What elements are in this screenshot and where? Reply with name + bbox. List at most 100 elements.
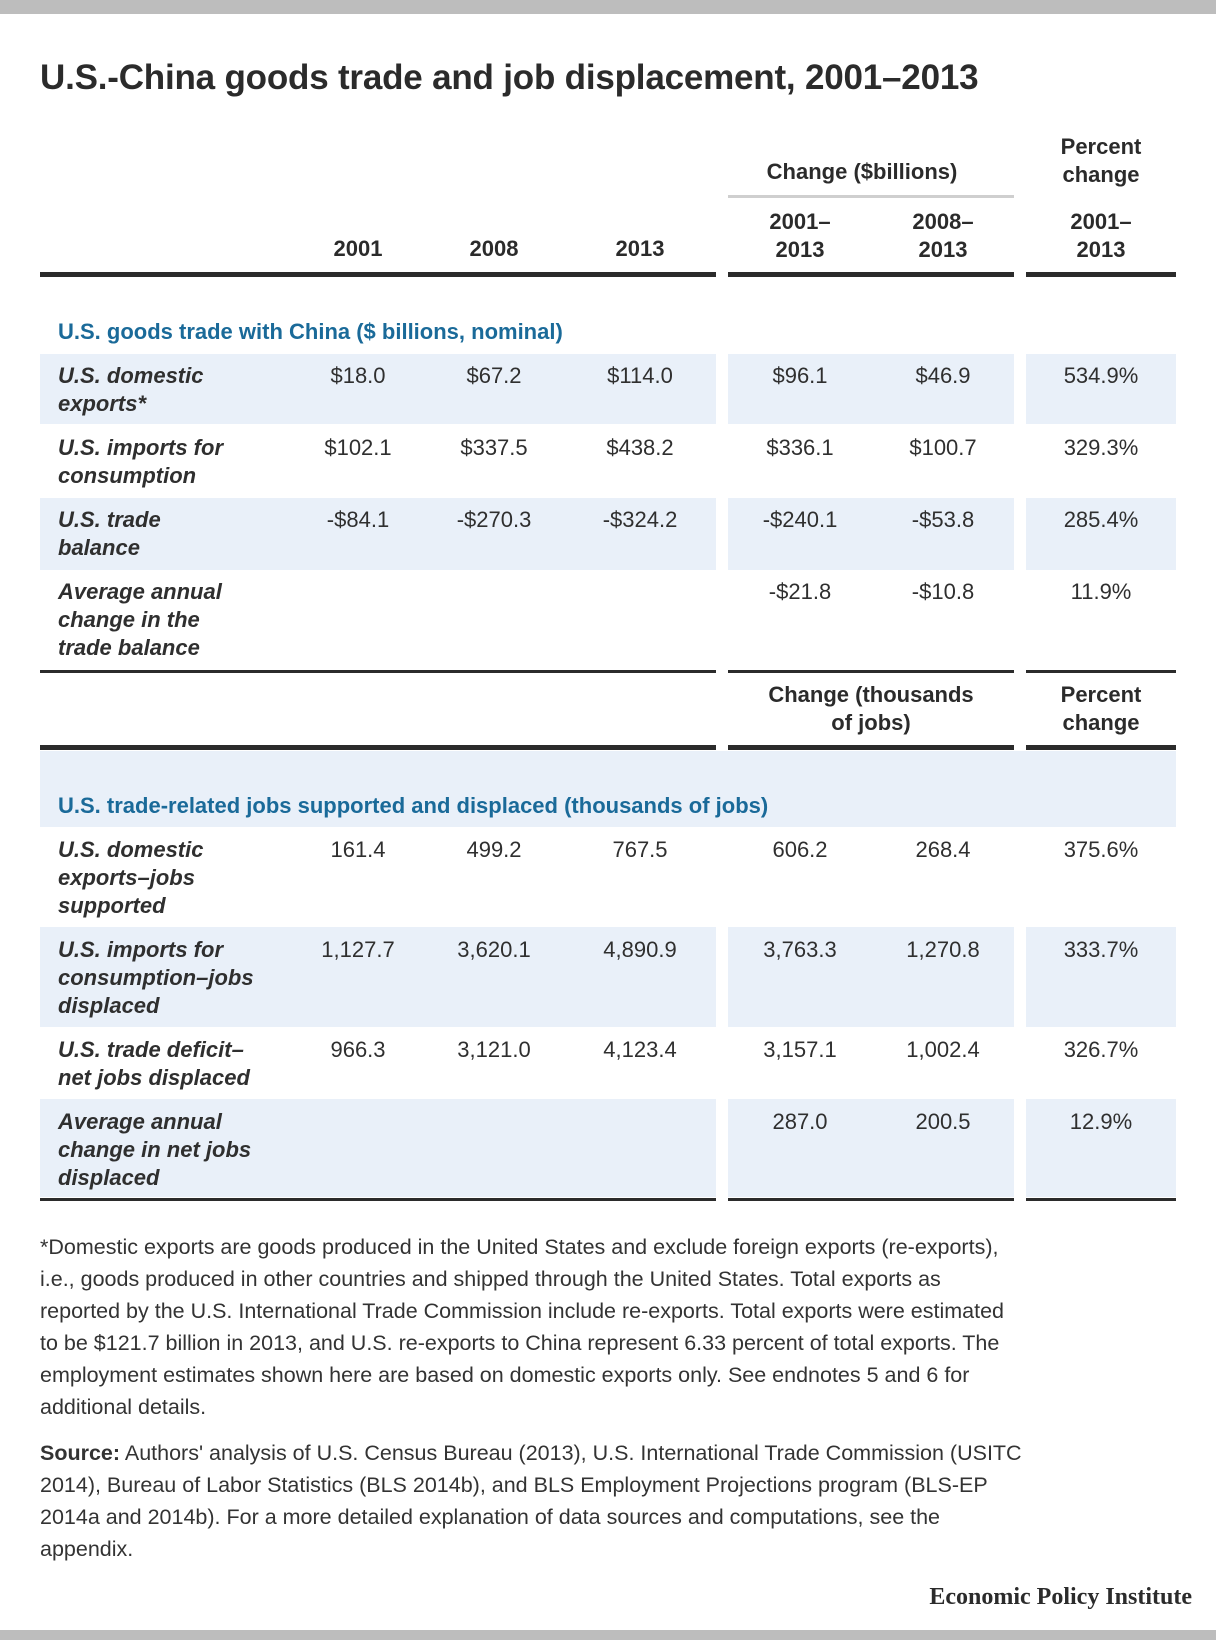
header2-rule-left [40, 745, 716, 750]
row-label-line: balance [58, 535, 140, 560]
header-change-jobs-line2: of jobs) [831, 710, 911, 735]
section1-bottom-rule-mid [728, 670, 1014, 673]
row-band [40, 354, 716, 424]
source-note: Source: Authors' analysis of U.S. Census… [40, 1437, 1180, 1565]
col-header-2013: 2013 [615, 236, 665, 261]
row-label-line: U.S. imports for [58, 937, 224, 962]
row-label: U.S. domestic exports* [58, 362, 298, 418]
row-label-line: U.S. trade [58, 507, 161, 532]
cell-2013: 4,123.4 [603, 1037, 677, 1062]
top-border [0, 0, 1216, 14]
row-label-line: trade balance [58, 635, 200, 660]
cell-2013: $114.0 [607, 363, 673, 388]
bottom-border [0, 1630, 1216, 1640]
cell-percent-change: 333.7% [1063, 937, 1139, 962]
cell-2013: -$324.2 [602, 507, 678, 532]
header-rule-right [1026, 272, 1176, 277]
cell-2013: $438.2 [606, 435, 674, 460]
cell-change-2008-2013: $46.9 [915, 363, 971, 388]
cell-2001: -$84.1 [326, 507, 390, 532]
source-line: appendix. [40, 1537, 134, 1561]
col-header-2008-2013-b: 2013 [918, 237, 968, 262]
row-label-line: U.S. imports for [58, 435, 224, 460]
cell-change-2001-2013: 287.0 [772, 1109, 828, 1134]
cell-percent-change: 285.4% [1063, 507, 1139, 532]
cell-change-2008-2013: $100.7 [909, 435, 977, 460]
row-label: U.S. domestic exports–jobs supported [58, 836, 298, 920]
header-percent-change: Percent change [1026, 133, 1176, 189]
source-line: 2014), Bureau of Labor Statistics (BLS 2… [40, 1473, 988, 1497]
table-row: U.S. imports for consumption–jobs displa… [0, 936, 1216, 1026]
source-label: Source: [40, 1441, 121, 1465]
row-band [728, 927, 1014, 1027]
row-label-line: U.S. domestic [58, 363, 204, 388]
source-text: Authors' analysis of U.S. Census Bureau … [120, 1441, 1022, 1465]
cell-percent-change: 375.6% [1063, 837, 1139, 862]
row-label-line: exports* [58, 391, 147, 416]
footnote-line: to be $121.7 billion in 2013, and U.S. r… [40, 1331, 1000, 1355]
table-bottom-rule-left [40, 1198, 716, 1201]
col-header-2001: 2001 [333, 236, 383, 261]
row-band [1026, 927, 1176, 1027]
col-header-2001-2013: 2001– 2013 [740, 208, 860, 264]
row-band [40, 927, 716, 1027]
row-label: Average annual change in the trade balan… [58, 578, 298, 662]
brand-logo-text: Economic Policy Institute [929, 1584, 1192, 1610]
row-label-line: U.S. domestic [58, 837, 204, 862]
section1-bottom-rule-left [40, 670, 716, 673]
row-label-line: displaced [58, 993, 160, 1018]
cell-change-2001-2013: $96.1 [772, 363, 828, 388]
table-row: U.S. domestic exports–jobs supported 161… [0, 836, 1216, 926]
row-label-line: Average annual [58, 579, 222, 604]
header-percent-change-2: Percent change [1026, 681, 1176, 737]
col-header-2008-2013: 2008– 2013 [883, 208, 1003, 264]
cell-change-2001-2013: -$21.8 [768, 579, 832, 604]
header-percent2-line2: change [1062, 710, 1140, 735]
cell-percent-change: 12.9% [1069, 1109, 1133, 1134]
row-label-line: exports–jobs [58, 865, 195, 890]
table-row: Average annual change in the trade balan… [0, 578, 1216, 668]
cell-2001: 966.3 [330, 1037, 386, 1062]
header-rule-left [40, 272, 716, 277]
row-label-line: Average annual [58, 1109, 222, 1134]
header2-rule-mid [728, 745, 1014, 750]
row-label: U.S. trade balance [58, 506, 298, 562]
cell-2008: 499.2 [466, 837, 522, 862]
cell-2001: 1,127.7 [321, 937, 395, 962]
col-header-pct: 2001– 2013 [1041, 208, 1161, 264]
col-header-2001-2013-b: 2013 [775, 237, 825, 262]
cell-percent-change: 326.7% [1063, 1037, 1139, 1062]
row-label-line: consumption–jobs [58, 965, 254, 990]
footnote-line: *Domestic exports are goods produced in … [40, 1235, 999, 1259]
cell-change-2001-2013: 3,763.3 [763, 937, 837, 962]
cell-change-2008-2013: 1,002.4 [906, 1037, 980, 1062]
cell-2008: 3,620.1 [457, 937, 531, 962]
col-header-2001-2013-a: 2001– [769, 209, 831, 234]
cell-2001: $18.0 [330, 363, 386, 388]
header2-rule-right [1026, 745, 1176, 750]
table-row: U.S. trade balance -$84.1 -$270.3 -$324.… [0, 506, 1216, 576]
cell-change-2008-2013: 1,270.8 [906, 937, 980, 962]
source-line: Source: Authors' analysis of U.S. Census… [40, 1437, 1180, 1469]
footnote: *Domestic exports are goods produced in … [40, 1231, 1180, 1423]
footnote-line: additional details. [40, 1395, 207, 1419]
cell-2013: 4,890.9 [603, 937, 677, 962]
header-percent-line2: change [1062, 162, 1140, 187]
cell-change-2008-2013: -$10.8 [911, 579, 975, 604]
row-label-line: consumption [58, 463, 197, 488]
footnote-line: employment estimates shown here are base… [40, 1363, 970, 1387]
section1-bottom-rule-right [1026, 670, 1176, 673]
row-band [40, 498, 716, 570]
cell-2001: $102.1 [324, 435, 392, 460]
cell-2013: 767.5 [612, 837, 668, 862]
cell-change-2008-2013: 200.5 [915, 1109, 971, 1134]
row-band [1026, 354, 1176, 424]
row-label-line: change in the [58, 607, 200, 632]
footnote-line: i.e., goods produced in other countries … [40, 1267, 941, 1291]
header-change-jobs: Change (thousands of jobs) [728, 681, 1014, 737]
row-band [1026, 498, 1176, 570]
col-header-2008-2013-a: 2008– [912, 209, 974, 234]
section1-title: U.S. goods trade with China ($ billions,… [58, 319, 563, 344]
cell-percent-change: 534.9% [1063, 363, 1139, 388]
header-rule-mid [728, 272, 1014, 277]
